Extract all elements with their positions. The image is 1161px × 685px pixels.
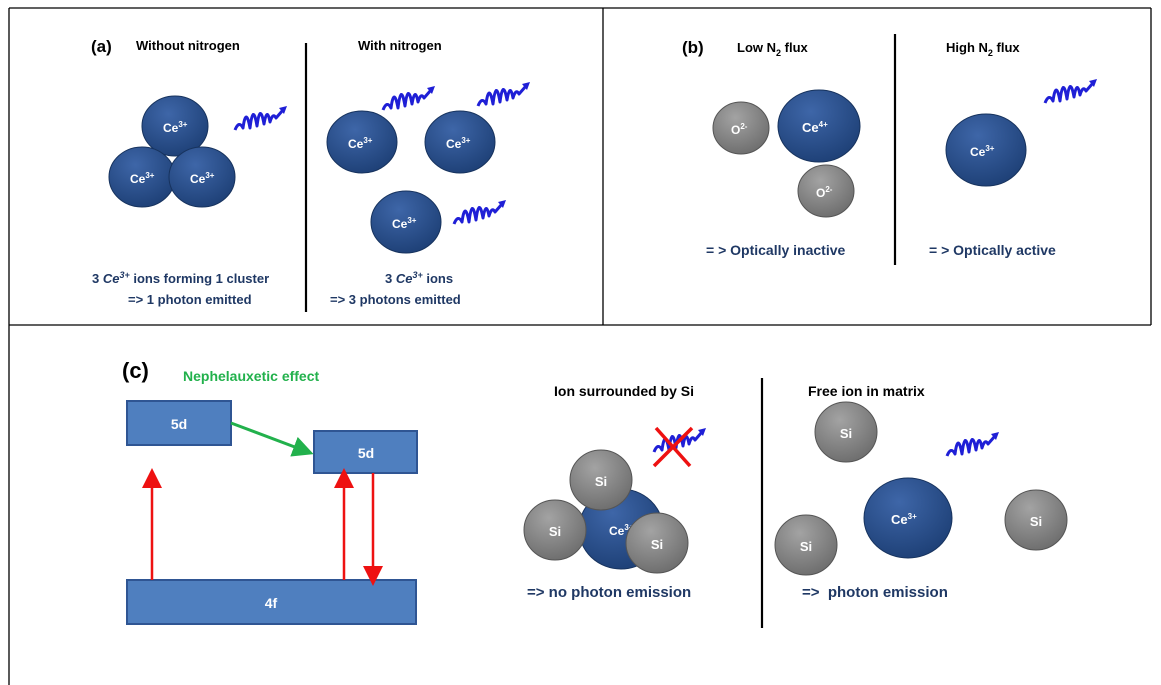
si-atom: Si: [814, 401, 878, 463]
svg-text:Si: Si: [651, 537, 663, 552]
panel-b: (b) Low N2 flux High N2 flux O2- Ce4+ O2…: [682, 34, 1099, 265]
svg-text:5d: 5d: [171, 416, 187, 432]
table-borders: [8, 7, 1152, 685]
ce3-ion: Ce3+: [168, 146, 236, 208]
panel-a-left-caption-1: 3 Ce3+ ions forming 1 cluster: [92, 270, 269, 286]
svg-text:Ce3+: Ce3+: [392, 216, 417, 231]
photon-icon: [452, 198, 508, 226]
svg-text:O2-: O2-: [731, 122, 748, 137]
level-5d-low: 5d: [313, 430, 418, 474]
blocked-mark-icon: [652, 426, 694, 468]
panel-a-label: (a): [91, 37, 112, 56]
right-title: Free ion in matrix: [808, 383, 925, 399]
photon-icon: [1043, 77, 1099, 105]
panel-c: (c) Nephelauxetic effect 5d 5d 4f Ion su…: [122, 358, 1068, 628]
svg-text:Ce3+: Ce3+: [609, 523, 634, 538]
panel-a-left-title: Without nitrogen: [136, 38, 240, 53]
si-atom: Si: [569, 449, 633, 511]
svg-text:Ce3+: Ce3+: [190, 171, 215, 186]
panel-c-label: (c): [122, 358, 149, 383]
svg-text:Ce3+: Ce3+: [970, 144, 995, 159]
ce3-ion: Ce3+: [424, 110, 496, 174]
panel-a-left-caption-2: => 1 photon emitted: [128, 292, 252, 307]
svg-text:Ce3+: Ce3+: [446, 136, 471, 151]
si-atom: Si: [523, 499, 587, 561]
panel-b-left-title: Low N2 flux: [737, 40, 809, 58]
ce3-ion: Ce3+: [945, 113, 1027, 187]
panel-b-left-caption: = > Optically inactive: [706, 242, 846, 258]
svg-text:Ce3+: Ce3+: [348, 136, 373, 151]
panel-a-right-title: With nitrogen: [358, 38, 442, 53]
panel-b-right-title: High N2 flux: [946, 40, 1020, 58]
ce3-ion: Ce3+: [141, 95, 209, 157]
photon-icon: [945, 430, 1001, 458]
oxygen-ion: O2-: [712, 101, 770, 155]
nephelauxetic-arrow: [230, 421, 314, 457]
level-5d-high: 5d: [126, 400, 232, 446]
panel-a-right-caption-1: 3 Ce3+ ions: [385, 270, 453, 286]
svg-text:O2-: O2-: [816, 185, 833, 200]
panel-a: (a) Without nitrogen With nitrogen Ce3+ …: [91, 37, 532, 312]
svg-text:Si: Si: [595, 474, 607, 489]
photon-icon: [381, 84, 437, 112]
ce3-ion: Ce3+: [370, 190, 442, 254]
svg-text:Si: Si: [800, 539, 812, 554]
right-caption: => photon emission: [802, 584, 948, 601]
oxygen-ion: O2-: [797, 164, 855, 218]
panel-a-right-caption-2: => 3 photons emitted: [330, 292, 461, 307]
svg-text:Si: Si: [1030, 514, 1042, 529]
middle-title: Ion surrounded by Si: [554, 383, 694, 399]
photon-icon: [476, 80, 532, 108]
level-4f: 4f: [126, 579, 417, 625]
photon-icon: [233, 104, 289, 132]
ce3-ion: Ce3+: [863, 477, 953, 559]
si-atom: Si: [774, 514, 838, 576]
svg-text:5d: 5d: [358, 445, 374, 461]
ce3-ion: Ce3+: [108, 146, 176, 208]
svg-text:4f: 4f: [265, 595, 278, 611]
svg-text:Ce3+: Ce3+: [130, 171, 155, 186]
si-atom: Si: [625, 512, 689, 574]
svg-text:Ce3+: Ce3+: [163, 120, 188, 135]
svg-text:Si: Si: [549, 524, 561, 539]
svg-text:Ce3+: Ce3+: [891, 512, 917, 527]
si-atom: Si: [1004, 489, 1068, 551]
panel-b-right-caption: = > Optically active: [929, 242, 1056, 258]
svg-text:Ce4+: Ce4+: [802, 120, 828, 135]
effect-label: Nephelauxetic effect: [183, 368, 319, 384]
svg-text:Si: Si: [840, 426, 852, 441]
middle-caption: => no photon emission: [527, 584, 691, 601]
panel-b-label: (b): [682, 38, 704, 57]
ce4-ion: Ce4+: [777, 89, 861, 163]
ce3-ion: Ce3+: [326, 110, 398, 174]
